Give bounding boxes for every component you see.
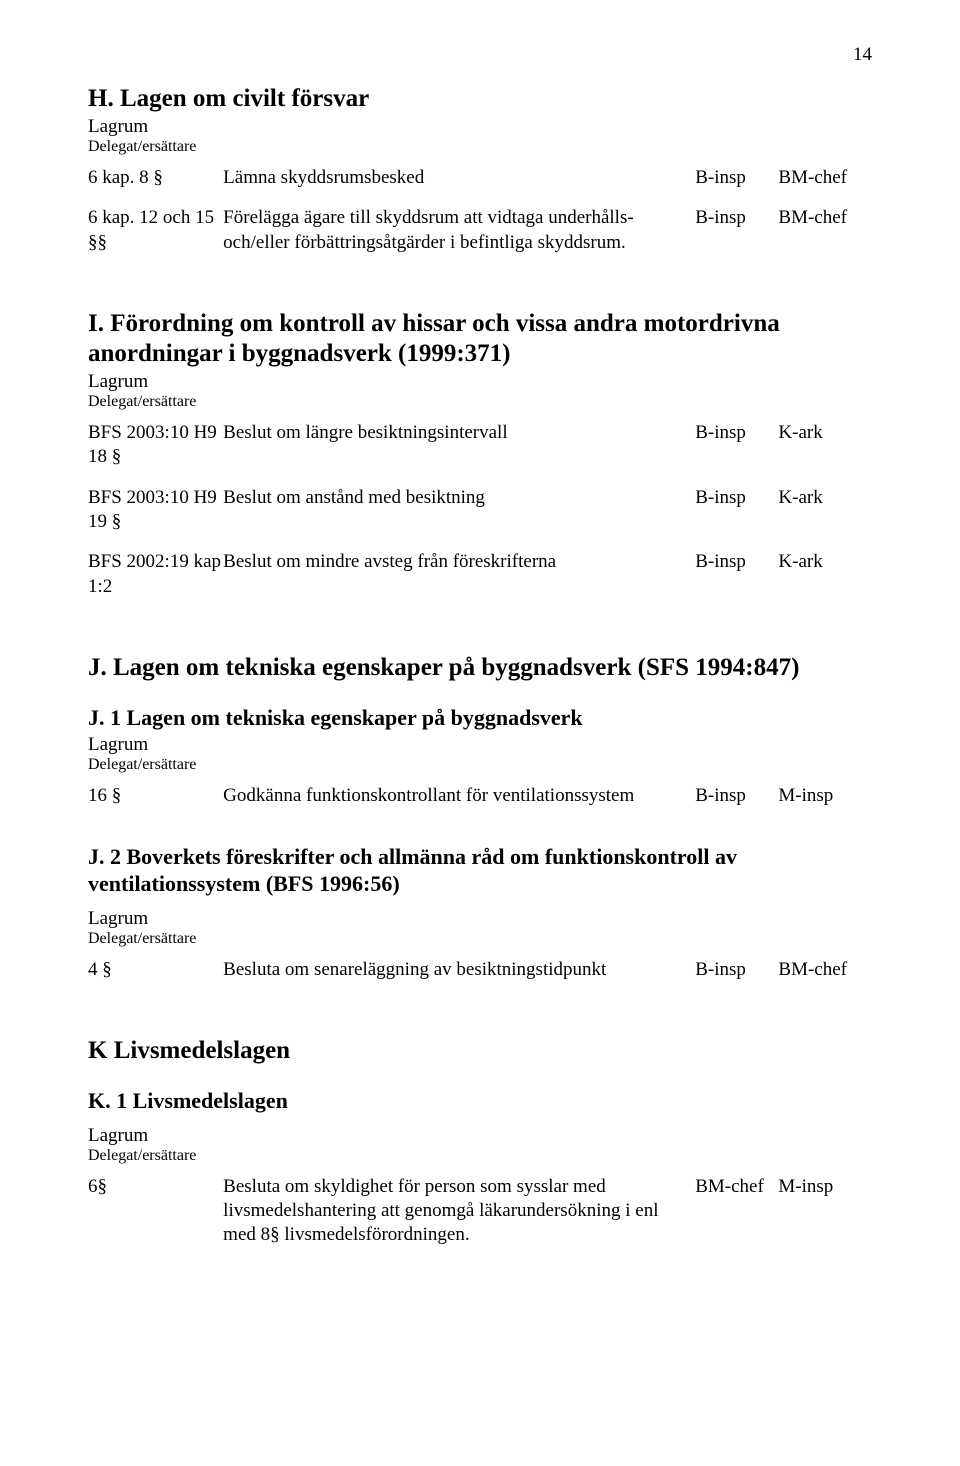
row-delegate1: B-insp	[695, 419, 778, 484]
document-page: 14 H. Lagen om civilt försvar Lagrum Del…	[0, 0, 960, 1466]
row-desc: Godkänna funktionskontrollant för ventil…	[223, 782, 695, 822]
lagrum-label: Lagrum	[88, 371, 872, 393]
row-law: BFS 2002:19 kap 1:2	[88, 548, 223, 613]
lagrum-label: Lagrum	[88, 908, 872, 930]
row-delegate1: B-insp	[695, 782, 778, 822]
table-row: 6 kap. 12 och 15 §§ Förelägga ägare till…	[88, 204, 872, 269]
section-title-j: J. Lagen om tekniska egenskaper på byggn…	[88, 653, 872, 683]
row-delegate2: K-ark	[778, 484, 872, 549]
row-desc: Lämna skyddsrumsbesked	[223, 164, 695, 204]
lagrum-label: Lagrum	[88, 734, 872, 756]
row-law: 6§	[88, 1173, 223, 1262]
row-delegate1: B-insp	[695, 956, 778, 996]
rows-table-j1: 16 § Godkänna funktionskontrollant för v…	[88, 782, 872, 822]
table-row: BFS 2003:10 H9 18 § Beslut om längre bes…	[88, 419, 872, 484]
section-title-h: H. Lagen om civilt försvar	[88, 84, 872, 114]
section-title-k: K Livsmedelslagen	[88, 1036, 872, 1066]
table-row: 6§ Besluta om skyldighet för person som …	[88, 1173, 872, 1262]
subsection-title-k1: K. 1 Livsmedelslagen	[88, 1088, 872, 1115]
table-row: 4 § Besluta om senareläggning av besiktn…	[88, 956, 872, 996]
row-desc: Beslut om längre besiktningsintervall	[223, 419, 695, 484]
delegat-label: Delegat/ersättare	[88, 1147, 872, 1165]
row-delegate1: B-insp	[695, 484, 778, 549]
subsection-title-j1: J. 1 Lagen om tekniska egenskaper på byg…	[88, 705, 872, 732]
table-row: BFS 2002:19 kap 1:2 Beslut om mindre avs…	[88, 548, 872, 613]
rows-table-h: 6 kap. 8 § Lämna skyddsrumsbesked B-insp…	[88, 164, 872, 269]
row-delegate1: BM-chef	[695, 1173, 778, 1262]
subsection-title-j2: J. 2 Boverkets föreskrifter och allmänna…	[88, 844, 872, 898]
row-delegate1: B-insp	[695, 204, 778, 269]
table-row: 16 § Godkänna funktionskontrollant för v…	[88, 782, 872, 822]
row-law: BFS 2003:10 H9 19 §	[88, 484, 223, 549]
delegat-label: Delegat/ersättare	[88, 138, 872, 156]
row-law: 4 §	[88, 956, 223, 996]
section-title-i: I. Förordning om kontroll av hissar och …	[88, 309, 872, 369]
rows-table-k1: 6§ Besluta om skyldighet för person som …	[88, 1173, 872, 1262]
row-delegate2: BM-chef	[778, 204, 872, 269]
row-desc: Besluta om skyldighet för person som sys…	[223, 1173, 695, 1262]
row-delegate1: B-insp	[695, 548, 778, 613]
lagrum-label: Lagrum	[88, 1125, 872, 1147]
row-desc: Besluta om senareläggning av besiktnings…	[223, 956, 695, 996]
row-delegate2: M-insp	[778, 1173, 872, 1262]
row-delegate2: M-insp	[778, 782, 872, 822]
rows-table-i: BFS 2003:10 H9 18 § Beslut om längre bes…	[88, 419, 872, 613]
row-delegate2: K-ark	[778, 548, 872, 613]
delegat-label: Delegat/ersättare	[88, 393, 872, 411]
row-law: BFS 2003:10 H9 18 §	[88, 419, 223, 484]
row-law: 6 kap. 8 §	[88, 164, 223, 204]
row-law: 6 kap. 12 och 15 §§	[88, 204, 223, 269]
rows-table-j2: 4 § Besluta om senareläggning av besiktn…	[88, 956, 872, 996]
lagrum-label: Lagrum	[88, 116, 872, 138]
delegat-label: Delegat/ersättare	[88, 756, 872, 774]
table-row: 6 kap. 8 § Lämna skyddsrumsbesked B-insp…	[88, 164, 872, 204]
table-row: BFS 2003:10 H9 19 § Beslut om anstånd me…	[88, 484, 872, 549]
row-desc: Beslut om anstånd med besiktning	[223, 484, 695, 549]
row-desc: Förelägga ägare till skyddsrum att vidta…	[223, 204, 695, 269]
row-law: 16 §	[88, 782, 223, 822]
row-delegate1: B-insp	[695, 164, 778, 204]
page-number: 14	[853, 44, 872, 66]
row-delegate2: K-ark	[778, 419, 872, 484]
delegat-label: Delegat/ersättare	[88, 930, 872, 948]
row-delegate2: BM-chef	[778, 164, 872, 204]
row-delegate2: BM-chef	[778, 956, 872, 996]
row-desc: Beslut om mindre avsteg från föreskrifte…	[223, 548, 695, 613]
